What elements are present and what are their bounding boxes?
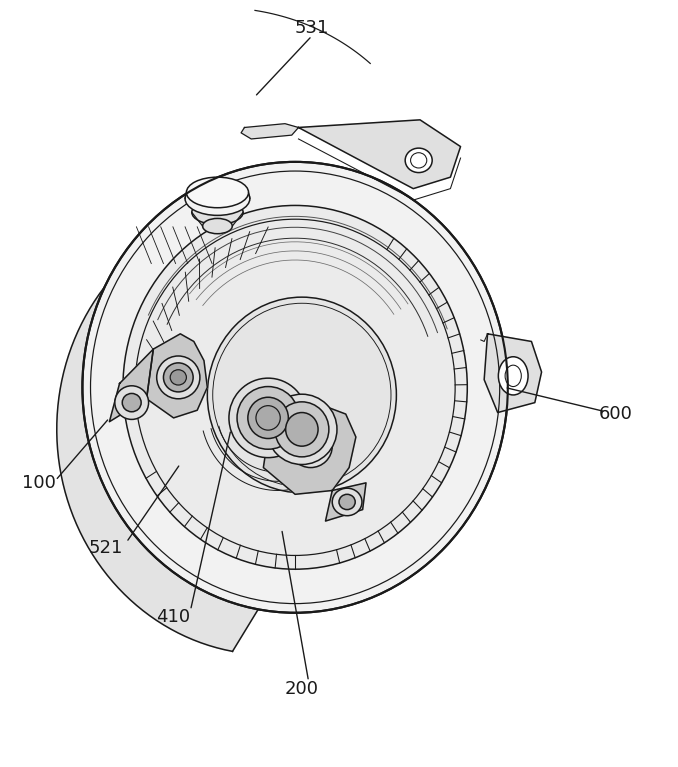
Ellipse shape: [411, 153, 426, 168]
Polygon shape: [241, 123, 298, 139]
Ellipse shape: [207, 297, 397, 492]
Ellipse shape: [289, 425, 332, 468]
Ellipse shape: [237, 387, 299, 449]
Ellipse shape: [332, 489, 362, 515]
Text: 531: 531: [295, 19, 330, 37]
Polygon shape: [298, 120, 460, 189]
Ellipse shape: [405, 148, 432, 173]
Ellipse shape: [505, 365, 521, 387]
Ellipse shape: [285, 413, 318, 446]
Ellipse shape: [83, 162, 508, 613]
Ellipse shape: [203, 219, 233, 234]
Ellipse shape: [498, 357, 528, 395]
Text: 521: 521: [89, 538, 123, 557]
Ellipse shape: [229, 378, 307, 458]
Ellipse shape: [296, 432, 325, 461]
Ellipse shape: [123, 206, 467, 569]
Polygon shape: [263, 399, 356, 494]
Ellipse shape: [339, 494, 355, 509]
Polygon shape: [57, 215, 258, 651]
Ellipse shape: [192, 200, 243, 225]
Ellipse shape: [170, 370, 186, 385]
Text: 600: 600: [599, 405, 633, 423]
Polygon shape: [146, 334, 207, 418]
Ellipse shape: [157, 356, 200, 399]
Ellipse shape: [256, 406, 280, 430]
Ellipse shape: [275, 402, 329, 457]
Ellipse shape: [185, 182, 250, 216]
Ellipse shape: [186, 177, 249, 208]
Text: 200: 200: [285, 680, 319, 698]
Polygon shape: [325, 483, 366, 521]
Polygon shape: [109, 349, 153, 422]
Ellipse shape: [163, 363, 193, 392]
Polygon shape: [484, 334, 542, 413]
Text: 100: 100: [22, 474, 56, 492]
Ellipse shape: [115, 386, 148, 420]
Ellipse shape: [302, 439, 319, 454]
Text: 410: 410: [157, 607, 191, 626]
Ellipse shape: [266, 394, 337, 465]
Ellipse shape: [122, 393, 141, 412]
Ellipse shape: [248, 397, 288, 439]
